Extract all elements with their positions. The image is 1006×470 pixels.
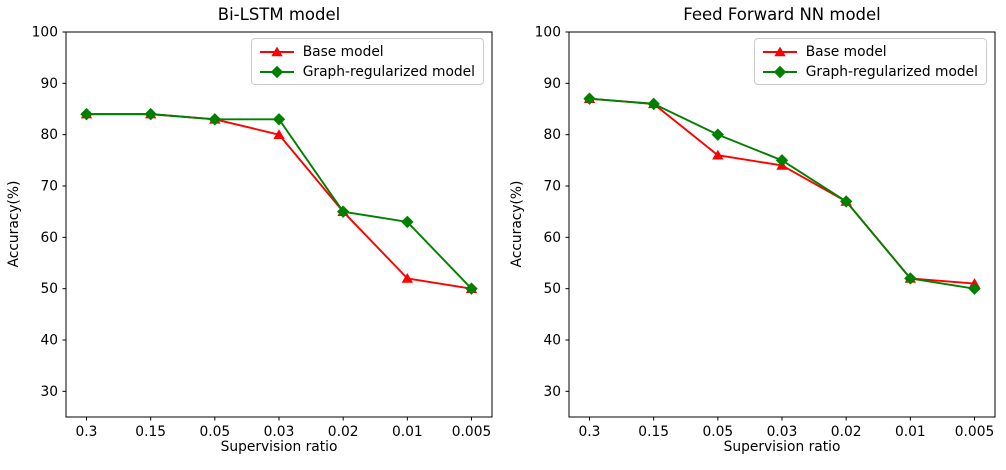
graph-regularized-model-line [86, 113, 473, 290]
graph-regularized-model-point [208, 113, 222, 126]
y-tick-label: 100 [32, 25, 58, 41]
y-tick-label: 30 [40, 384, 58, 400]
base-model-point [712, 149, 724, 160]
legend-item-base-model: Base model [762, 42, 978, 61]
y-tick-label: 60 [543, 230, 561, 246]
y-tick-label: 90 [40, 76, 58, 92]
legend-label: Base model [302, 43, 384, 60]
y-tick-label: 80 [40, 127, 58, 143]
x-tick-label: 0.03 [767, 424, 798, 440]
legend-item-graph-regularized-model: Graph-regularized model [762, 62, 978, 81]
chart-bi-lstm: Bi-LSTM model Accuracy(%) 100 90 80 70 60 50 4… [6, 5, 493, 455]
base-model-point [401, 273, 414, 283]
legend-marker [774, 46, 786, 56]
chart-title: Feed Forward NN model [683, 5, 881, 24]
legend-marker [773, 65, 786, 78]
y-tick-label: 50 [40, 281, 58, 297]
x-tick-label: 0.005 [452, 424, 492, 440]
legend: Base model Graph-regularized model [753, 38, 987, 85]
y-tick-label: 100 [535, 25, 561, 41]
y-tick-label: 40 [40, 333, 58, 349]
chart-feed-forward-nn: Feed Forward NN model Accuracy(%) 100 90 8… [503, 0, 1006, 470]
graph-regularized-model-point [711, 128, 725, 141]
y-tick-label: 90 [543, 76, 561, 92]
x-tick-label: 0.02 [831, 424, 862, 440]
graph-regularized-model-point [401, 215, 414, 229]
base-model-line [86, 113, 472, 290]
graph-regularized-model-point [968, 282, 981, 295]
x-tick-label: 0.05 [702, 424, 733, 440]
graph-regularized-model-point [775, 154, 789, 167]
legend-label: Graph-regularized model [805, 63, 978, 80]
x-tick-label: 0.03 [264, 424, 295, 440]
x-tick-label: 0.01 [392, 424, 423, 440]
legend-marker [270, 65, 283, 78]
x-tick-label: 0.05 [199, 424, 230, 440]
base-model-line-icon [762, 46, 797, 56]
graph-regularized-model-point [465, 282, 478, 295]
y-tick-label: 70 [543, 179, 561, 195]
plot-frame [65, 31, 493, 418]
x-tick-label: 0.15 [638, 424, 669, 440]
graph-regularized-model-line [589, 97, 975, 290]
plot-area: 100 90 80 70 60 50 40 30 0.3 0.15 0.05 0.03 0.02 0.01… [32, 25, 493, 440]
legend-marker [271, 46, 283, 56]
x-tick-label: 0.005 [955, 424, 995, 440]
x-axis-label: Supervision ratio [723, 439, 841, 455]
legend: Base model Graph-regularized model [250, 38, 484, 85]
graph-regularized-model-point [144, 107, 157, 121]
graph-regularized-model-point [272, 113, 286, 126]
legend-label: Graph-regularized model [302, 63, 475, 80]
chart-title: Bi-LSTM model [217, 5, 341, 24]
x-tick-label: 0.3 [76, 424, 98, 440]
y-tick-label: 70 [40, 179, 58, 195]
y-tick-label: 30 [543, 384, 561, 400]
base-model-point [273, 129, 285, 139]
x-tick-label: 0.02 [328, 424, 359, 440]
x-tick-label: 0.15 [135, 424, 166, 440]
graph-regularized-model-point [336, 205, 350, 218]
base-model-line [589, 97, 975, 285]
y-tick-label: 50 [543, 281, 561, 297]
base-model-line-icon [259, 46, 294, 56]
legend-item-base-model: Base model [259, 42, 475, 61]
graph-regularized-model-point [583, 92, 596, 105]
graph-regularized-line-icon [259, 65, 294, 78]
legend-label: Base model [805, 43, 887, 60]
y-tick-label: 60 [40, 230, 58, 246]
x-axis-label: Supervision ratio [220, 439, 338, 455]
graph-regularized-line-icon [762, 65, 797, 78]
x-tick-label: 0.01 [895, 424, 926, 440]
y-tick-label: 80 [543, 127, 561, 143]
y-tick-label: 40 [543, 333, 561, 349]
graph-regularized-model-point [80, 107, 93, 121]
plot-area: 100 90 80 70 60 50 40 30 0.3 0.15 0.05 0.03 0.02 0.01… [535, 25, 996, 440]
plot-frame [568, 31, 996, 418]
legend-item-graph-regularized-model: Graph-regularized model [259, 62, 475, 81]
x-tick-label: 0.3 [579, 424, 601, 440]
